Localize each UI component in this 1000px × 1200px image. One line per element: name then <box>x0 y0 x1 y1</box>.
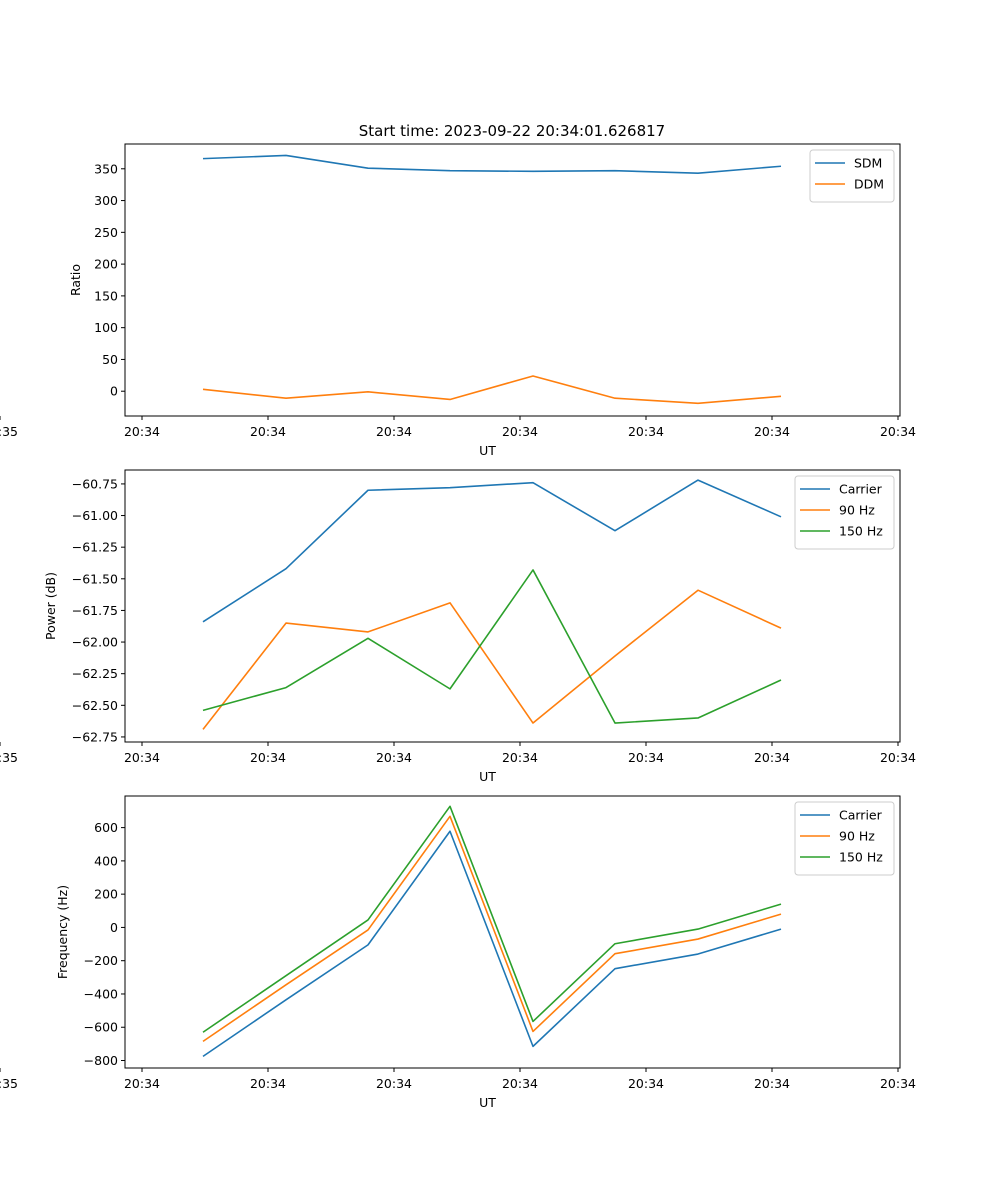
plot-area-frame <box>124 795 901 1069</box>
legend-label: 90 Hz <box>839 503 875 518</box>
x-tick-label: 20:34 <box>880 750 916 765</box>
series-line-carrier <box>202 830 782 1058</box>
y-tick-label: 350 <box>94 161 118 176</box>
y-tick-label: −200 <box>84 953 118 968</box>
y-tick-label: −61.75 <box>72 603 118 618</box>
legend: SDM DDM <box>809 149 895 203</box>
x-tick-label: 20:34 <box>124 750 160 765</box>
x-tick-label: 20:35 <box>0 424 18 439</box>
y-tick-label: 250 <box>94 225 118 240</box>
x-tick-label: 20:34 <box>754 1076 790 1091</box>
x-tick-label: 20:34 <box>628 424 664 439</box>
series-line-90-hz <box>202 589 782 730</box>
x-tick-label: 20:35 <box>0 750 18 765</box>
y-tick-label: −61.00 <box>72 508 118 523</box>
series-line-carrier <box>202 479 782 623</box>
figure-title: Start time: 2023-09-22 20:34:01.626817 <box>359 122 665 140</box>
y-tick-label: 400 <box>94 853 118 868</box>
y-tick-label: −600 <box>84 1020 118 1035</box>
y-tick-label: 0 <box>110 920 118 935</box>
y-tick-label: −61.25 <box>72 540 118 555</box>
series-line-150-hz <box>202 805 782 1033</box>
legend: Carrier 90 Hz 150 Hz <box>794 475 895 550</box>
y-tick-label: 100 <box>94 320 118 335</box>
legend: Carrier 90 Hz 150 Hz <box>794 801 895 876</box>
y-tick-label: −62.00 <box>72 635 118 650</box>
legend-label: 90 Hz <box>839 829 875 844</box>
series-line-90-hz <box>202 815 782 1043</box>
x-tick-label: 20:34 <box>124 424 160 439</box>
x-tick-label: 20:34 <box>124 1076 160 1091</box>
x-tick-label: 20:34 <box>502 1076 538 1091</box>
legend-label: DDM <box>854 177 884 192</box>
y-axis-label: Power (dB) <box>43 572 58 640</box>
x-tick-label: 20:34 <box>250 750 286 765</box>
x-tick-label: 20:34 <box>376 424 412 439</box>
y-tick-label: 600 <box>94 820 118 835</box>
chart-panel-3: −800 −600 −400 −200 0 200 400 600 20:34 20:34 20:3… <box>0 795 916 1110</box>
series-line-150-hz <box>202 569 782 724</box>
y-tick-label: −60.75 <box>72 476 118 491</box>
x-tick-label: 20:34 <box>754 424 790 439</box>
x-tick-label: 20:34 <box>880 1076 916 1091</box>
legend-label: Carrier <box>839 808 883 823</box>
y-tick-label: −61.50 <box>72 571 118 586</box>
chart-panel-1: 0 50 100 150 200 250 300 350 20:34 20:34 20:34 20:3… <box>0 143 916 458</box>
y-axis-label: Frequency (Hz) <box>55 885 70 979</box>
plot-area-frame <box>124 469 901 743</box>
y-tick-label: 200 <box>94 257 118 272</box>
chart-panel-2: −62.75 −62.50 −62.25 −62.00 −61.75 −61.50 −61.… <box>0 469 916 784</box>
y-tick-label: 150 <box>94 288 118 303</box>
x-tick-label: 20:34 <box>502 750 538 765</box>
legend-label: Carrier <box>839 482 883 497</box>
x-tick-label: 20:34 <box>880 424 916 439</box>
x-tick-label: 20:34 <box>250 1076 286 1091</box>
x-tick-label: 20:34 <box>376 1076 412 1091</box>
x-tick-label: 20:34 <box>628 1076 664 1091</box>
y-tick-label: −62.75 <box>72 729 118 744</box>
series-line-ddm <box>202 375 782 405</box>
y-tick-label: −400 <box>84 986 118 1001</box>
y-tick-label: −800 <box>84 1053 118 1068</box>
y-tick-label: 0 <box>110 384 118 399</box>
series-line-sdm <box>202 154 782 175</box>
x-tick-label: 20:34 <box>754 750 790 765</box>
y-tick-label: 300 <box>94 193 118 208</box>
legend-label: 150 Hz <box>839 524 883 539</box>
y-tick-label: 50 <box>102 352 118 367</box>
y-tick-label: −62.25 <box>72 666 118 681</box>
y-axis-label: Ratio <box>68 264 83 296</box>
legend-label: 150 Hz <box>839 850 883 865</box>
x-tick-label: 20:34 <box>502 424 538 439</box>
x-tick-label: 20:34 <box>628 750 664 765</box>
x-axis-label: UT <box>479 769 496 784</box>
plot-area-frame <box>124 143 901 417</box>
legend-label: SDM <box>854 156 882 171</box>
y-tick-label: 200 <box>94 887 118 902</box>
x-tick-label: 20:35 <box>0 1076 18 1091</box>
x-axis-label: UT <box>479 1095 496 1110</box>
x-axis-label: UT <box>479 443 496 458</box>
x-tick-label: 20:34 <box>376 750 412 765</box>
x-tick-label: 20:34 <box>250 424 286 439</box>
y-tick-label: −62.50 <box>72 698 118 713</box>
